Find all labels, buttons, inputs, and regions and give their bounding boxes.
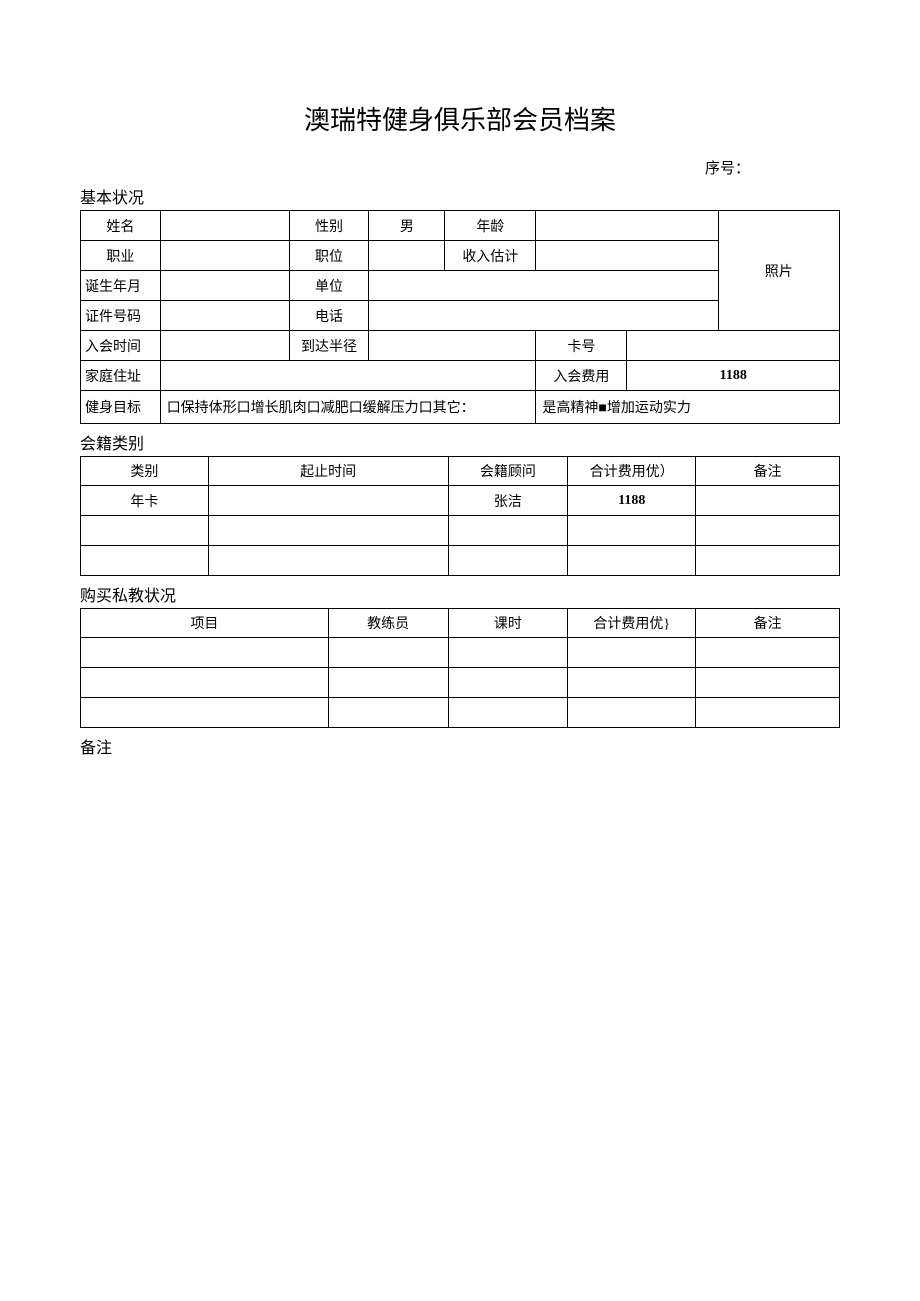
page-title: 澳瑞特健身俱乐部会员档案 bbox=[80, 100, 840, 137]
private-header-coach: 教练员 bbox=[328, 609, 448, 638]
value-occupation bbox=[160, 241, 289, 271]
private-header-total: 合计费用优} bbox=[568, 609, 696, 638]
cell-total: 1188 bbox=[568, 486, 696, 516]
label-jointime: 入会时间 bbox=[81, 331, 161, 361]
value-radius bbox=[369, 331, 536, 361]
cell-total bbox=[568, 668, 696, 698]
cell-total bbox=[568, 698, 696, 728]
private-header-remark: 备注 bbox=[696, 609, 840, 638]
cell-remark bbox=[696, 486, 840, 516]
value-age bbox=[536, 211, 718, 241]
serial-label: 序号： bbox=[80, 157, 840, 178]
value-cardno bbox=[627, 331, 840, 361]
value-gender: 男 bbox=[369, 211, 445, 241]
label-radius: 到达半径 bbox=[289, 331, 369, 361]
cell-coach bbox=[328, 698, 448, 728]
cell-remark bbox=[696, 638, 840, 668]
value-income bbox=[536, 241, 718, 271]
basic-info-table: 姓名 性别 男 年龄 照片 职业 职位 收入估计 诞生年月 单位 证件号码 电话… bbox=[80, 210, 840, 424]
cell-remark bbox=[696, 546, 840, 576]
label-cardno: 卡号 bbox=[536, 331, 627, 361]
cell-hours bbox=[448, 668, 568, 698]
value-address bbox=[160, 361, 536, 391]
cell-item bbox=[81, 638, 329, 668]
label-goal: 健身目标 bbox=[81, 391, 161, 424]
label-birth: 诞生年月 bbox=[81, 271, 161, 301]
basic-section-label: 基本状况 bbox=[80, 184, 840, 208]
value-joinfee: 1188 bbox=[627, 361, 840, 391]
table-row bbox=[81, 546, 840, 576]
membership-section-label: 会籍类别 bbox=[80, 430, 840, 454]
cell-hours bbox=[448, 638, 568, 668]
photo-cell: 照片 bbox=[718, 211, 839, 331]
value-jointime bbox=[160, 331, 289, 361]
value-phone bbox=[369, 301, 718, 331]
notes-section-label: 备注 bbox=[80, 734, 840, 758]
label-joinfee: 入会费用 bbox=[536, 361, 627, 391]
cell-period bbox=[208, 516, 448, 546]
value-position bbox=[369, 241, 445, 271]
cell-total bbox=[568, 516, 696, 546]
cell-remark bbox=[696, 698, 840, 728]
table-row bbox=[81, 668, 840, 698]
cell-advisor: 张洁 bbox=[448, 486, 568, 516]
cell-total bbox=[568, 546, 696, 576]
private-header-item: 项目 bbox=[81, 609, 329, 638]
private-section-label: 购买私教状况 bbox=[80, 582, 840, 606]
goal-options: 口保持体形口增长肌肉口减肥口缓解压力口其它： bbox=[160, 391, 536, 424]
cell-type bbox=[81, 546, 209, 576]
label-gender: 性别 bbox=[289, 211, 369, 241]
membership-header-total: 合计费用优） bbox=[568, 457, 696, 486]
goal-right: 是高精神■增加运动实力 bbox=[536, 391, 840, 424]
label-age: 年龄 bbox=[445, 211, 536, 241]
cell-period bbox=[208, 486, 448, 516]
cell-type: 年卡 bbox=[81, 486, 209, 516]
membership-header-type: 类别 bbox=[81, 457, 209, 486]
cell-item bbox=[81, 698, 329, 728]
value-name bbox=[160, 211, 289, 241]
cell-period bbox=[208, 546, 448, 576]
label-address: 家庭住址 bbox=[81, 361, 161, 391]
label-unit: 单位 bbox=[289, 271, 369, 301]
value-idno bbox=[160, 301, 289, 331]
private-header-hours: 课时 bbox=[448, 609, 568, 638]
value-birth bbox=[160, 271, 289, 301]
cell-advisor bbox=[448, 516, 568, 546]
private-table: 项目 教练员 课时 合计费用优} 备注 bbox=[80, 608, 840, 728]
cell-total bbox=[568, 638, 696, 668]
label-position: 职位 bbox=[289, 241, 369, 271]
label-name: 姓名 bbox=[81, 211, 161, 241]
cell-type bbox=[81, 516, 209, 546]
membership-header-remark: 备注 bbox=[696, 457, 840, 486]
cell-coach bbox=[328, 638, 448, 668]
membership-header-advisor: 会籍顾问 bbox=[448, 457, 568, 486]
cell-hours bbox=[448, 698, 568, 728]
value-unit bbox=[369, 271, 718, 301]
cell-remark bbox=[696, 516, 840, 546]
cell-item bbox=[81, 668, 329, 698]
label-phone: 电话 bbox=[289, 301, 369, 331]
label-idno: 证件号码 bbox=[81, 301, 161, 331]
label-income: 收入估计 bbox=[445, 241, 536, 271]
cell-advisor bbox=[448, 546, 568, 576]
membership-table: 类别 起止时间 会籍顾问 合计费用优） 备注 年卡 张洁 1188 bbox=[80, 456, 840, 576]
membership-header-period: 起止时间 bbox=[208, 457, 448, 486]
table-row bbox=[81, 516, 840, 546]
cell-remark bbox=[696, 668, 840, 698]
table-row bbox=[81, 638, 840, 668]
table-row bbox=[81, 698, 840, 728]
cell-coach bbox=[328, 668, 448, 698]
table-row: 年卡 张洁 1188 bbox=[81, 486, 840, 516]
label-occupation: 职业 bbox=[81, 241, 161, 271]
